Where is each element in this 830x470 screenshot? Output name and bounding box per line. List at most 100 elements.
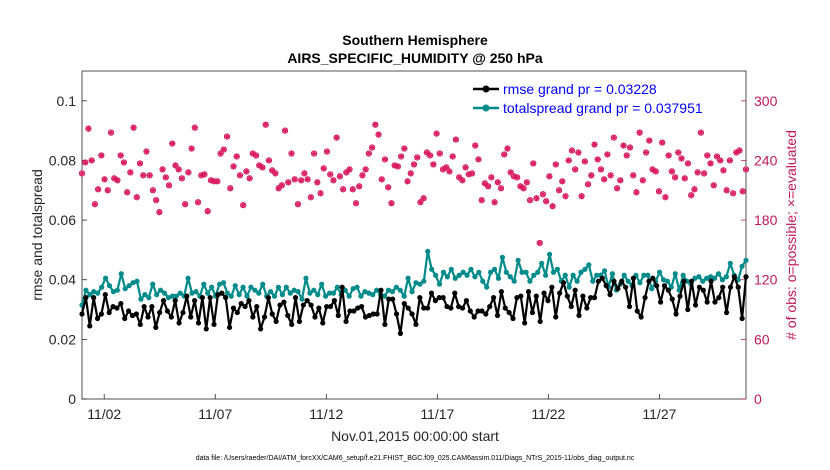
obs-evaluated-point bbox=[717, 157, 723, 163]
obs-evaluated-point bbox=[582, 158, 588, 164]
totalspread-point bbox=[358, 294, 363, 299]
obs-evaluated-point bbox=[417, 199, 423, 205]
obs-evaluated-point bbox=[540, 191, 546, 197]
rmse-point bbox=[681, 279, 686, 284]
obs-evaluated-point bbox=[105, 187, 111, 193]
rmse-point bbox=[666, 288, 671, 293]
obs-evaluated-point bbox=[463, 164, 469, 170]
totalspread-point bbox=[335, 285, 340, 290]
totalspread-point bbox=[193, 289, 198, 294]
rmse-point bbox=[623, 285, 628, 290]
rmse-point bbox=[293, 295, 298, 300]
rmse-point bbox=[274, 319, 279, 324]
rmse-point bbox=[526, 289, 531, 294]
obs-evaluated-point bbox=[617, 177, 623, 183]
rmse-point bbox=[573, 288, 578, 293]
rmse-point bbox=[79, 311, 84, 316]
totalspread-point bbox=[523, 270, 528, 275]
obs-evaluated-point bbox=[579, 193, 585, 199]
y-tick-left-label: 0.06 bbox=[49, 212, 76, 228]
rmse-point bbox=[149, 304, 154, 309]
totalspread-point bbox=[480, 279, 485, 284]
totalspread-point bbox=[567, 285, 572, 290]
rmse-point bbox=[103, 292, 108, 297]
rmse-point bbox=[340, 285, 345, 290]
rmse-point bbox=[448, 305, 453, 310]
obs-evaluated-point bbox=[708, 160, 714, 166]
totalspread-point bbox=[527, 279, 532, 284]
rmse-point bbox=[169, 314, 174, 319]
rmse-point bbox=[736, 285, 741, 290]
totalspread-point bbox=[665, 279, 670, 284]
rmse-point bbox=[728, 285, 733, 290]
obs-evaluated-point bbox=[592, 142, 598, 148]
totalspread-point bbox=[437, 282, 442, 287]
rmse-point bbox=[242, 304, 247, 309]
rmse-point bbox=[126, 308, 131, 313]
obs-evaluated-point bbox=[653, 168, 659, 174]
obs-evaluated-point bbox=[160, 166, 166, 172]
totalspread-point bbox=[354, 285, 359, 290]
obs-evaluated-point bbox=[140, 172, 146, 178]
rmse-point bbox=[557, 291, 562, 296]
obs-evaluated-point bbox=[205, 208, 211, 214]
obs-evaluated-point bbox=[550, 203, 556, 209]
rmse-point bbox=[499, 289, 504, 294]
obs-evaluated-point bbox=[405, 178, 411, 184]
obs-evaluated-point bbox=[350, 186, 356, 192]
rmse-point bbox=[607, 292, 612, 297]
totalspread-point bbox=[99, 285, 104, 290]
obs-evaluated-point bbox=[234, 153, 240, 159]
totalspread-point bbox=[103, 276, 108, 281]
totalspread-point bbox=[535, 270, 540, 275]
totalspread-point bbox=[681, 273, 686, 278]
totalspread-point bbox=[476, 270, 481, 275]
obs-evaluated-point bbox=[95, 186, 101, 192]
totalspread-point bbox=[150, 282, 155, 287]
totalspread-point bbox=[370, 292, 375, 297]
rmse-point bbox=[732, 274, 737, 279]
totalspread-point bbox=[574, 279, 579, 284]
totalspread-point bbox=[319, 282, 324, 287]
obs-evaluated-point bbox=[740, 188, 746, 194]
totalspread-point bbox=[272, 294, 277, 299]
totalspread-point bbox=[649, 286, 654, 291]
obs-evaluated-point bbox=[114, 177, 120, 183]
rmse-point bbox=[99, 311, 104, 316]
rmse-point bbox=[188, 314, 193, 319]
obs-evaluated-point bbox=[530, 160, 536, 166]
rmse-point bbox=[406, 305, 411, 310]
rmse-point bbox=[231, 305, 236, 310]
obs-evaluated-point bbox=[337, 173, 343, 179]
obs-evaluated-point bbox=[382, 156, 388, 162]
rmse-point bbox=[561, 280, 566, 285]
obs-evaluated-point bbox=[218, 150, 224, 156]
rmse-point bbox=[145, 314, 150, 319]
obs-evaluated-point bbox=[704, 152, 710, 158]
obs-evaluated-point bbox=[472, 143, 478, 149]
obs-evaluated-point bbox=[604, 151, 610, 157]
rmse-point bbox=[285, 313, 290, 318]
obs-evaluated-point bbox=[453, 137, 459, 143]
obs-evaluated-point bbox=[92, 201, 98, 207]
obs-evaluated-point bbox=[214, 178, 220, 184]
obs-evaluated-point bbox=[266, 157, 272, 163]
rmse-point bbox=[724, 310, 729, 315]
obs-evaluated-point bbox=[514, 174, 520, 180]
obs-evaluated-point bbox=[376, 132, 382, 138]
totalspread-point bbox=[547, 252, 552, 257]
totalspread-point bbox=[433, 273, 438, 278]
rmse-point bbox=[176, 320, 181, 325]
rmse-point bbox=[402, 301, 407, 306]
totalspread-point bbox=[622, 273, 627, 278]
rmse-point bbox=[301, 302, 306, 307]
totalspread-point bbox=[390, 289, 395, 294]
obs-evaluated-point bbox=[272, 170, 278, 176]
rmse-point bbox=[670, 297, 675, 302]
obs-evaluated-point bbox=[479, 197, 485, 203]
totalspread-point bbox=[539, 261, 544, 266]
obs-evaluated-point bbox=[475, 156, 481, 162]
obs-evaluated-point bbox=[163, 174, 169, 180]
y-tick-left-label: 0 bbox=[68, 391, 76, 407]
obs-evaluated-point bbox=[292, 176, 298, 182]
